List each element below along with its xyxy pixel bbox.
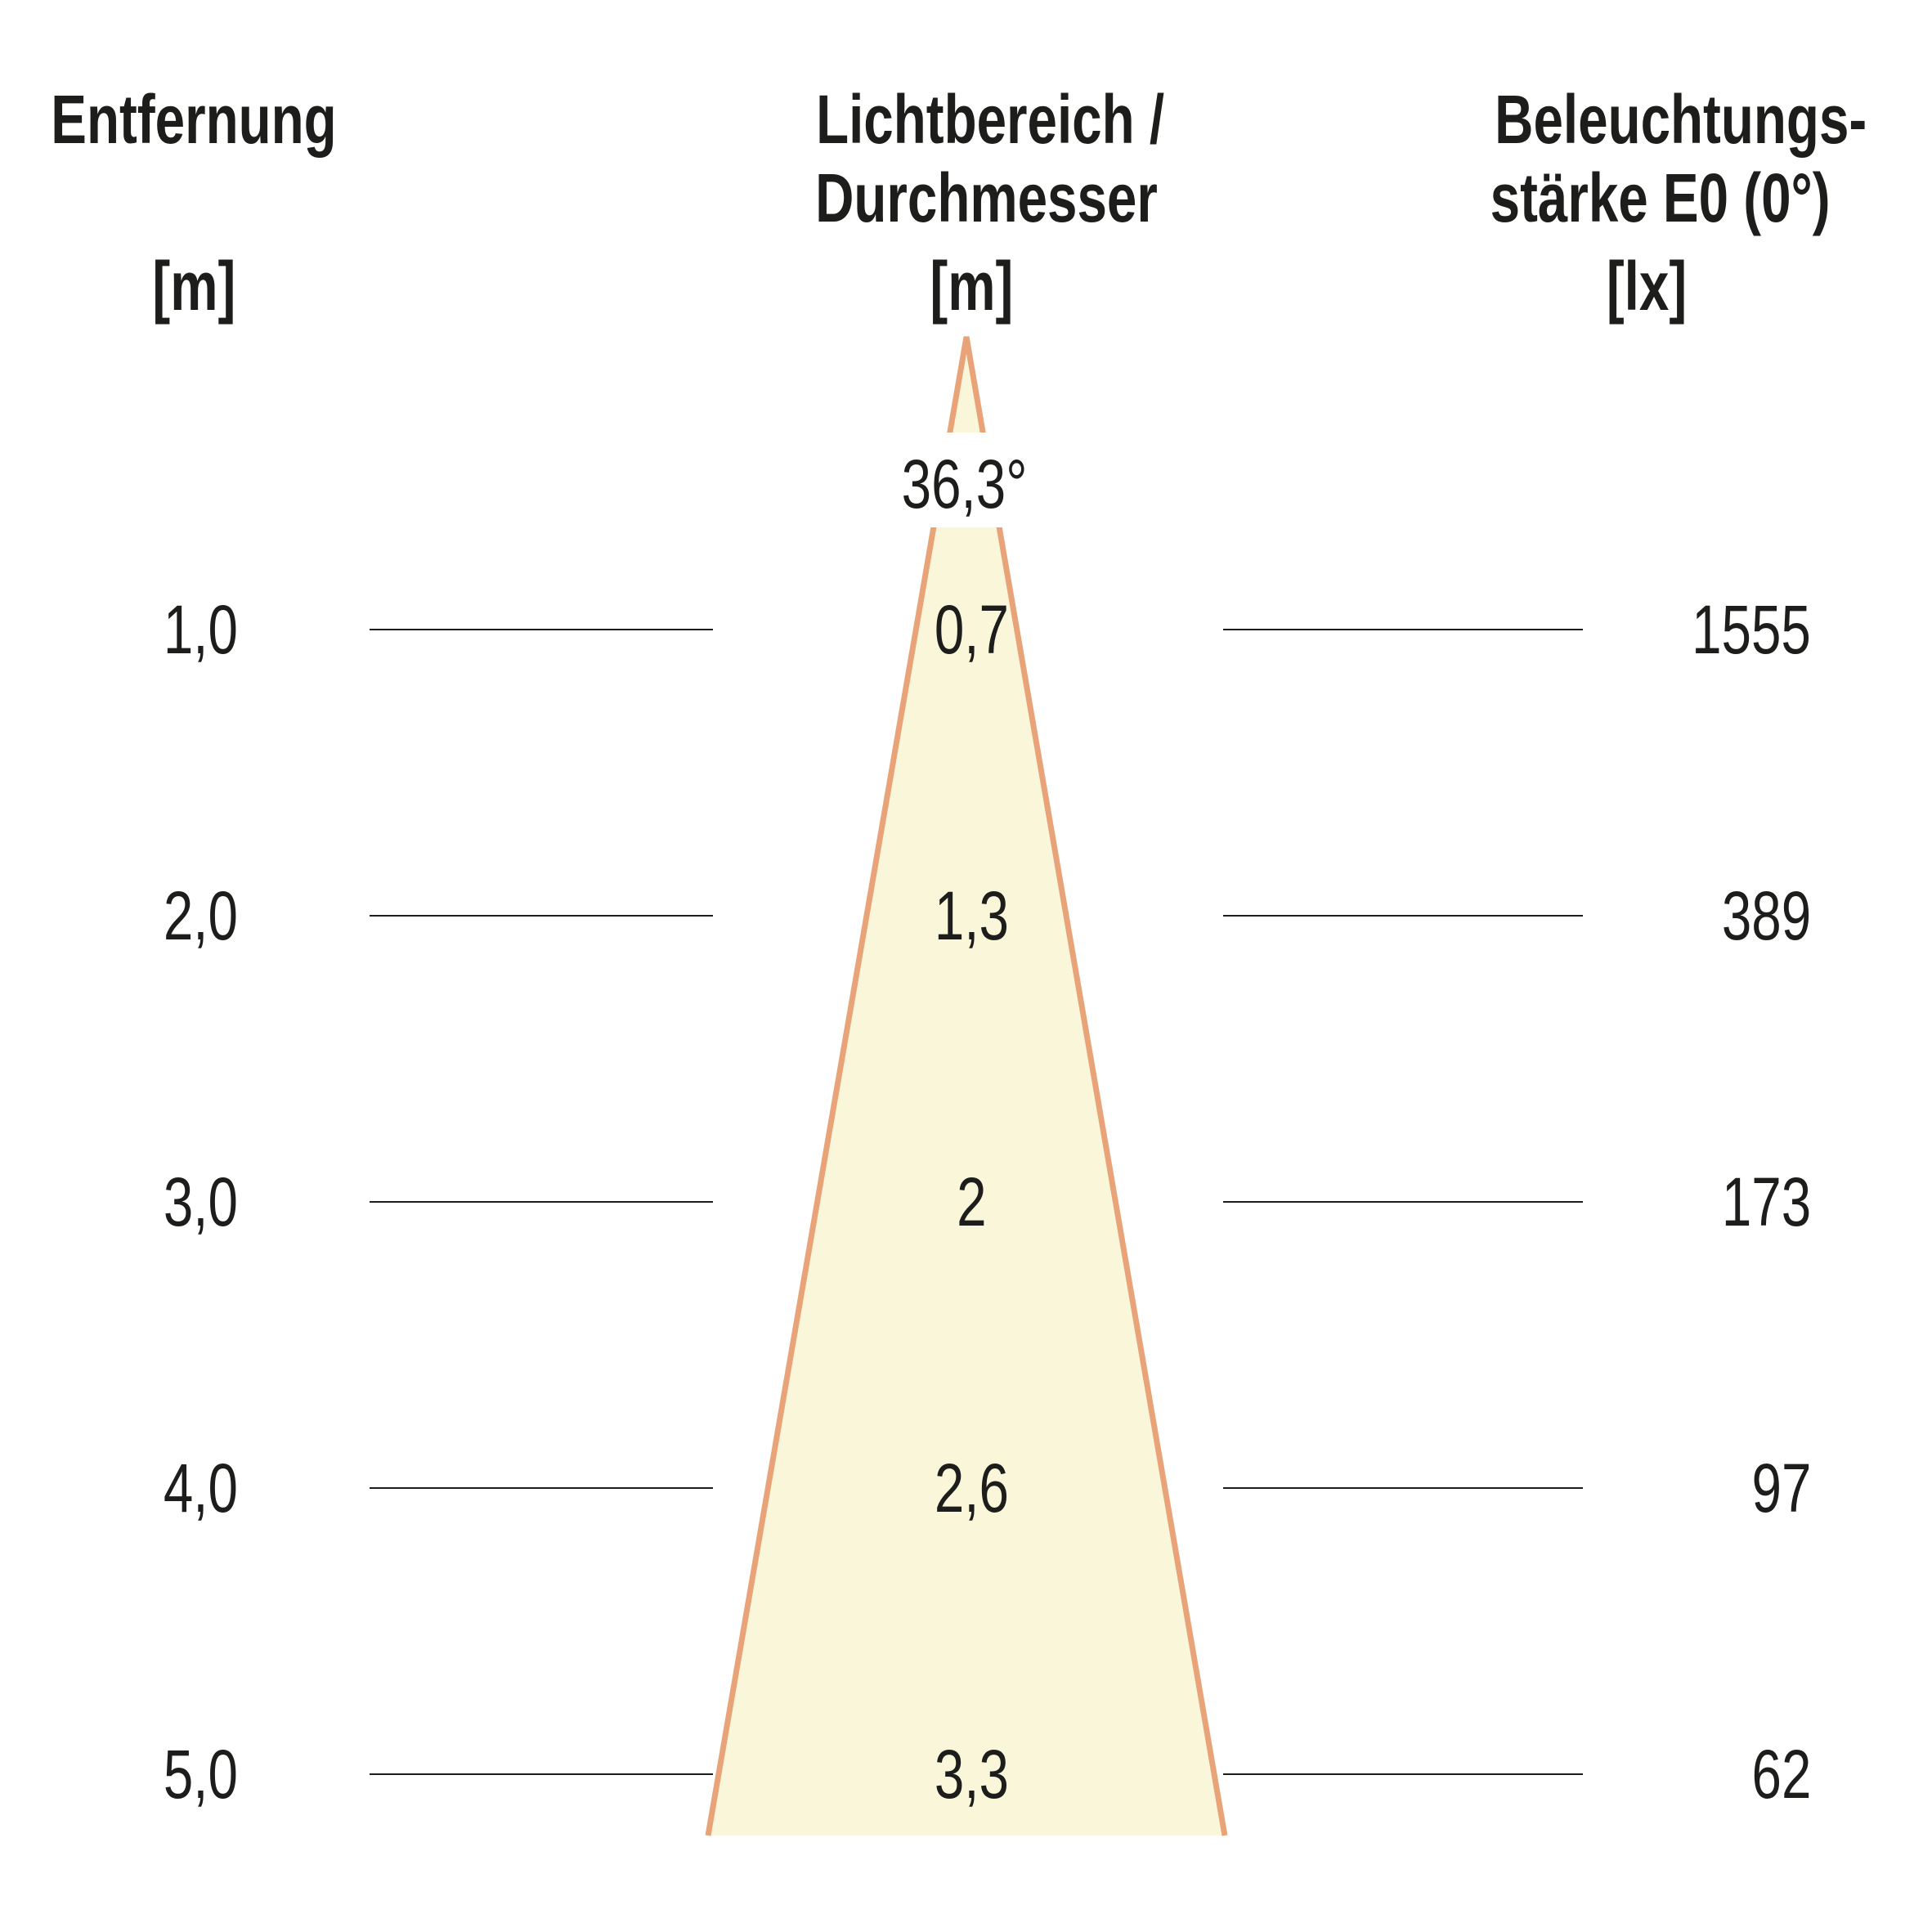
diameter-value: 3,3 — [767, 1725, 1176, 1823]
header-illuminance-unit-text: [lx] — [1606, 248, 1688, 325]
row-connector-right — [1223, 1773, 1583, 1775]
header-illuminance-unit: [lx] — [1442, 237, 1851, 335]
header-beam-line1: Lichtbereich / — [767, 70, 1176, 168]
illuminance-text: 173 — [1721, 1163, 1811, 1240]
illuminance-text: 389 — [1721, 877, 1811, 954]
diameter-text: 2 — [956, 1163, 987, 1240]
diameter-text: 1,3 — [934, 877, 1009, 954]
illuminance-value: 389 — [1402, 867, 1811, 965]
header-illuminance-line2-text: stärke E0 (0°) — [1490, 159, 1831, 236]
beam-angle-label-mask — [858, 433, 1087, 527]
distance-value: 2,0 — [0, 867, 405, 965]
row-connector-right — [1223, 1201, 1583, 1203]
distance-text: 3,0 — [163, 1163, 238, 1240]
row-connector-left — [370, 915, 713, 917]
beam-angle-label: 36,3° — [760, 435, 1169, 533]
header-distance: Entfernung — [0, 70, 398, 168]
diameter-text: 0,7 — [934, 591, 1009, 668]
distance-value: 5,0 — [0, 1725, 405, 1823]
distance-value: 1,0 — [0, 580, 405, 679]
illuminance-text: 1555 — [1692, 591, 1811, 668]
diameter-value: 1,3 — [767, 867, 1176, 965]
header-illuminance-line2: stärke E0 (0°) — [1442, 149, 1851, 247]
diameter-value: 0,7 — [767, 580, 1176, 679]
header-distance-text: Entfernung — [51, 81, 337, 158]
distance-value: 4,0 — [0, 1439, 405, 1537]
diameter-text: 2,6 — [934, 1450, 1009, 1526]
distance-text: 4,0 — [163, 1450, 238, 1526]
illuminance-text: 97 — [1751, 1450, 1811, 1526]
row-connector-left — [370, 1487, 713, 1489]
illuminance-value: 62 — [1402, 1725, 1811, 1823]
distance-text: 2,0 — [163, 877, 238, 954]
illuminance-value: 173 — [1402, 1153, 1811, 1251]
row-connector-left — [370, 1201, 713, 1203]
row-connector-right — [1223, 629, 1583, 630]
header-beam-line2-text: Durchmesser — [815, 159, 1158, 236]
row-connector-right — [1223, 915, 1583, 917]
diameter-value: 2 — [767, 1153, 1176, 1251]
diameter-value: 2,6 — [767, 1439, 1176, 1537]
distance-text: 5,0 — [163, 1736, 238, 1813]
header-illuminance-line1: Beleuchtungs- — [1442, 70, 1867, 168]
header-beam-line1-text: Lichtbereich / — [816, 81, 1165, 158]
distance-value: 3,0 — [0, 1153, 405, 1251]
header-beam-unit-text: [m] — [930, 248, 1013, 325]
beam-cone-shape — [705, 336, 1228, 1836]
beam-angle-text: 36,3° — [902, 446, 1028, 522]
row-connector-right — [1223, 1487, 1583, 1489]
header-beam-line2: Durchmesser — [767, 149, 1176, 247]
diameter-text: 3,3 — [934, 1736, 1009, 1813]
illuminance-value: 1555 — [1402, 580, 1811, 679]
distance-text: 1,0 — [163, 591, 238, 668]
illuminance-value: 97 — [1402, 1439, 1811, 1537]
header-distance-unit: [m] — [0, 237, 398, 335]
header-beam-unit: [m] — [767, 237, 1176, 335]
header-illuminance-line1-text: Beleuchtungs- — [1495, 81, 1867, 158]
row-connector-left — [370, 629, 713, 630]
row-connector-left — [370, 1773, 713, 1775]
header-distance-unit-text: [m] — [152, 248, 235, 325]
illuminance-text: 62 — [1751, 1736, 1811, 1813]
